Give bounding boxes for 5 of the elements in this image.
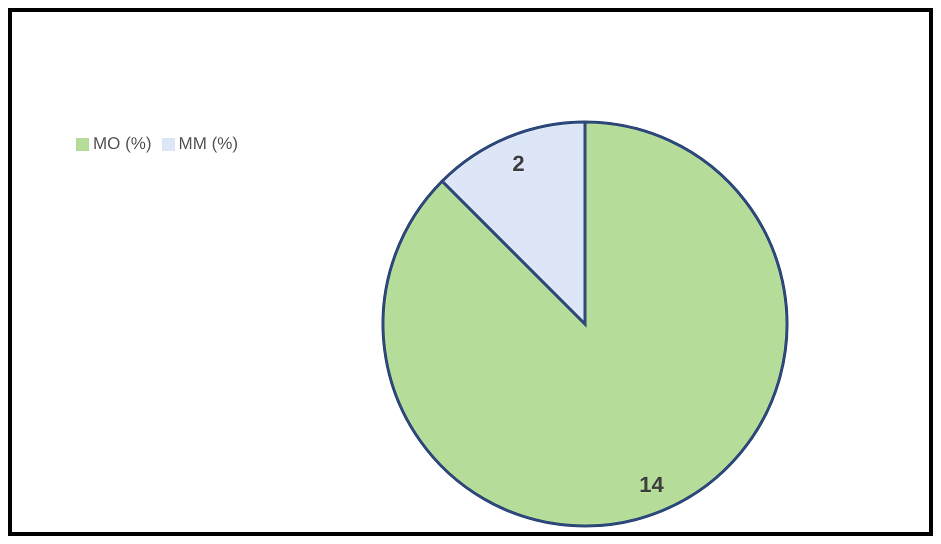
legend-label: MO (%)	[93, 134, 152, 153]
pie-slice	[382, 120, 788, 528]
data-label: 2	[512, 151, 525, 176]
data-label: 14	[639, 472, 664, 497]
legend-label: MM (%)	[178, 134, 238, 153]
